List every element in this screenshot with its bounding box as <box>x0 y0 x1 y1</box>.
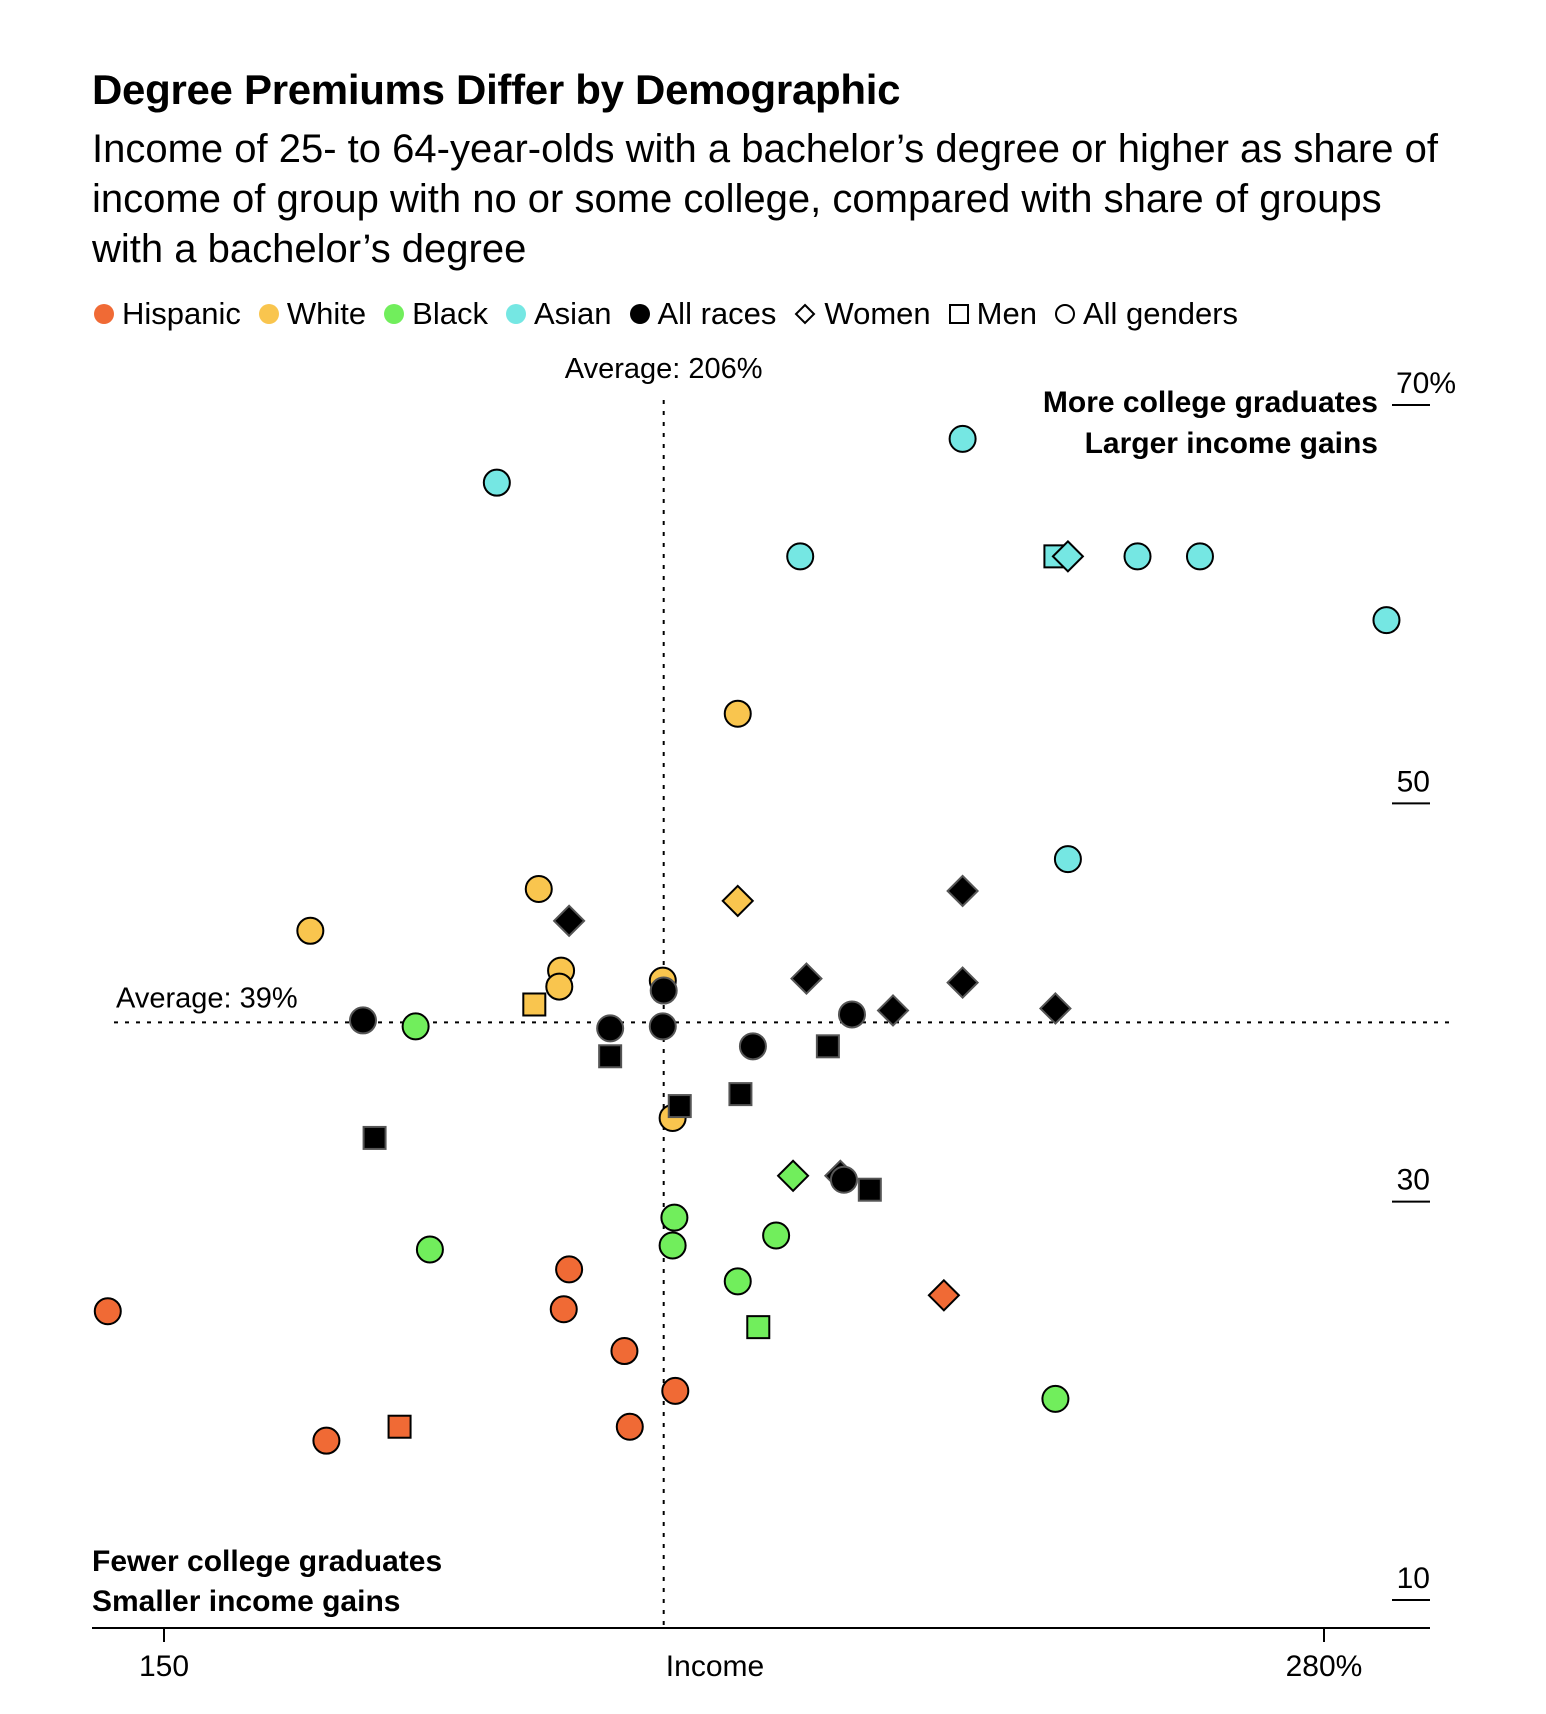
legend-item-all-genders: All genders <box>1053 296 1238 332</box>
data-point-hispanic <box>927 1278 961 1312</box>
average-share-label: Average: 39% <box>116 982 298 1014</box>
data-point-all-races <box>738 1032 767 1061</box>
data-point-black <box>723 1267 752 1296</box>
y-tick-label: 10 <box>1397 1562 1430 1595</box>
quadrant-label-top-right: Larger income gains <box>1085 427 1378 460</box>
data-point-asian <box>1185 542 1214 571</box>
data-point-hispanic <box>555 1255 584 1284</box>
data-point-all-races <box>876 994 910 1027</box>
legend-label: White <box>286 296 367 331</box>
data-point-hispanic <box>387 1414 412 1439</box>
quadrant-label-top-right: More college graduates <box>1043 386 1378 419</box>
legend: Hispanic White Black Asian All races Wom… <box>92 294 1254 334</box>
data-point-hispanic <box>312 1426 341 1455</box>
data-point-all-races <box>857 1177 882 1202</box>
data-point-white <box>296 916 325 945</box>
data-point-white <box>721 884 755 918</box>
data-point-all-races <box>837 1000 866 1029</box>
legend-item-all-races: All races <box>628 296 777 332</box>
data-point-all-races <box>348 1006 377 1035</box>
data-point-all-races <box>667 1094 692 1119</box>
data-point-black <box>658 1231 687 1260</box>
data-point-all-races <box>790 962 823 996</box>
y-tick-label: 70% <box>1396 367 1456 400</box>
data-point-all-races <box>649 976 678 1005</box>
asian-swatch-icon <box>505 304 526 324</box>
data-point-black <box>401 1012 430 1041</box>
legend-label: Men <box>976 296 1037 331</box>
data-point-all-races <box>598 1044 623 1069</box>
y-tick-label: 50 <box>1397 765 1430 798</box>
legend-item-asian: Asian <box>504 296 612 332</box>
data-point-asian <box>786 542 815 571</box>
data-point-white <box>545 972 574 1001</box>
chart-title: Degree Premiums Differ by Demographic <box>92 66 901 113</box>
diamond-icon <box>794 303 816 325</box>
legend-label: All races <box>657 296 777 331</box>
data-point-hispanic <box>610 1337 639 1366</box>
data-point-asian <box>1123 542 1152 571</box>
legend-item-men: Men <box>947 296 1037 332</box>
legend-label: Women <box>824 296 931 331</box>
data-point-all-races <box>946 966 980 999</box>
legend-label: Asian <box>533 296 612 331</box>
legend-item-black: Black <box>382 296 488 332</box>
legend-item-hispanic: Hispanic <box>92 296 241 332</box>
data-point-all-races <box>728 1082 753 1107</box>
quadrant-label-bottom-left: Fewer college graduates <box>92 1545 442 1578</box>
legend-label: Hispanic <box>122 296 241 331</box>
data-point-asian <box>1051 539 1085 573</box>
square-icon <box>948 304 969 324</box>
data-point-hispanic <box>661 1376 690 1405</box>
data-point-white <box>723 699 752 728</box>
data-point-asian <box>1372 606 1401 635</box>
data-point-all-races <box>1039 992 1072 1025</box>
data-point-all-races <box>829 1165 858 1194</box>
legend-label: All genders <box>1082 296 1239 331</box>
data-point-hispanic <box>615 1412 644 1441</box>
data-point-all-races <box>815 1034 840 1059</box>
data-point-all-races <box>596 1014 625 1043</box>
data-point-black <box>660 1203 689 1232</box>
average-income-label: Average: 206% <box>565 353 763 385</box>
x-tick-label: 150 <box>139 1650 189 1683</box>
data-point-asian <box>1053 845 1082 874</box>
data-point-hispanic <box>93 1297 122 1326</box>
data-point-white <box>522 992 547 1017</box>
data-point-all-races <box>552 904 586 938</box>
data-point-asian <box>482 468 511 497</box>
hispanic-swatch-icon <box>94 304 114 324</box>
data-point-all-races <box>946 874 980 908</box>
all-races-swatch-icon <box>629 304 650 324</box>
data-point-white <box>524 874 553 903</box>
legend-item-white: White <box>257 296 366 332</box>
data-point-black <box>746 1315 771 1340</box>
data-point-all-races <box>362 1125 387 1150</box>
y-tick-label: 30 <box>1397 1164 1430 1197</box>
data-point-asian <box>948 424 977 453</box>
circle-icon <box>1054 304 1075 324</box>
chart-subtitle: Income of 25- to 64-year-olds with a bac… <box>92 127 1438 271</box>
legend-item-women: Women <box>792 296 931 332</box>
data-point-black <box>1041 1384 1070 1413</box>
legend-label: Black <box>412 296 488 331</box>
x-tick-label: 280% <box>1286 1650 1363 1683</box>
quadrant-label-bottom-left: Smaller income gains <box>92 1585 400 1618</box>
data-point-black <box>776 1159 810 1193</box>
black-swatch-icon <box>384 304 405 324</box>
white-swatch-icon <box>258 304 279 324</box>
data-point-hispanic <box>549 1295 578 1324</box>
x-axis-label: Income <box>666 1650 764 1683</box>
data-point-all-races <box>648 1012 677 1041</box>
data-point-black <box>415 1235 444 1264</box>
data-point-black <box>762 1221 791 1250</box>
